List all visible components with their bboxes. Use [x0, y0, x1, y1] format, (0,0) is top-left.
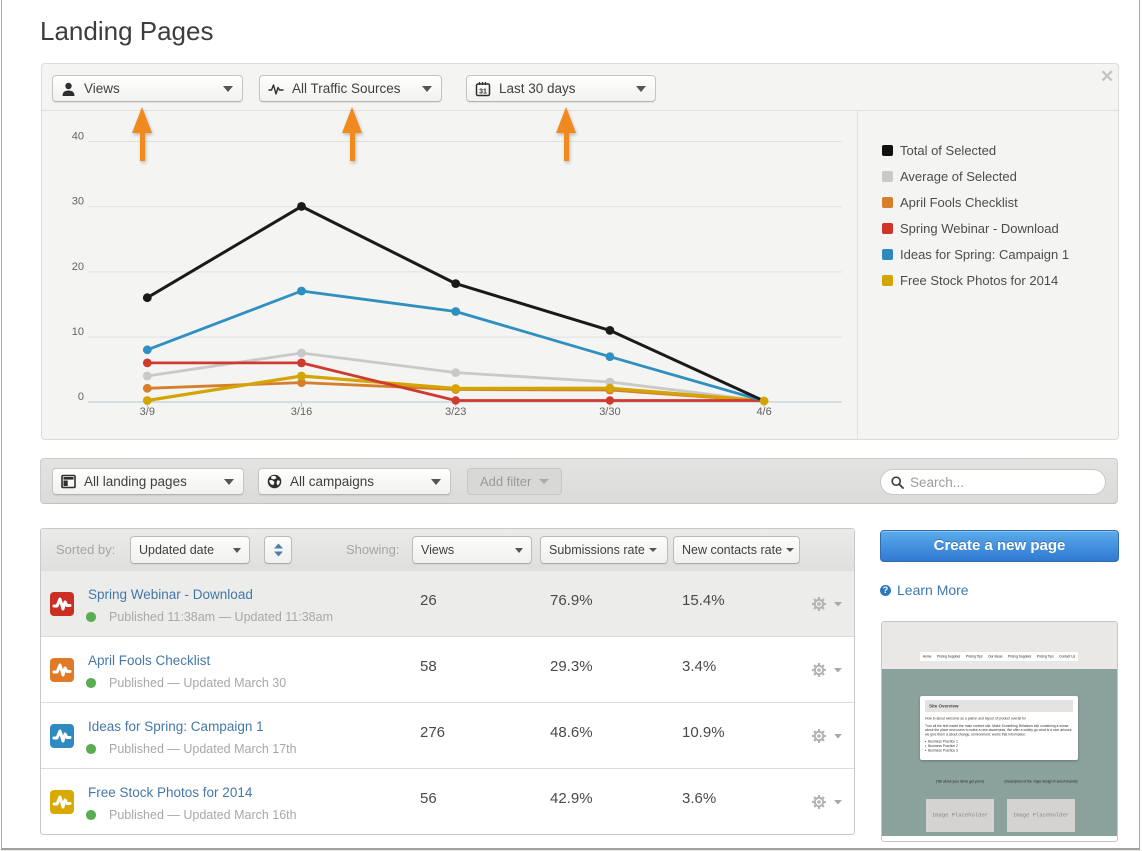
svg-text:3/16: 3/16: [291, 406, 312, 418]
svg-text:30: 30: [72, 196, 84, 208]
svg-text:3/9: 3/9: [140, 406, 155, 418]
svg-text:31: 31: [479, 88, 487, 95]
svg-text:0: 0: [78, 391, 84, 403]
svg-text:3/23: 3/23: [445, 406, 466, 418]
svg-text:20: 20: [72, 261, 84, 273]
svg-text:3/30: 3/30: [599, 406, 620, 418]
svg-text:4/6: 4/6: [756, 406, 771, 418]
svg-text:40: 40: [72, 131, 84, 143]
svg-text:10: 10: [72, 326, 84, 338]
